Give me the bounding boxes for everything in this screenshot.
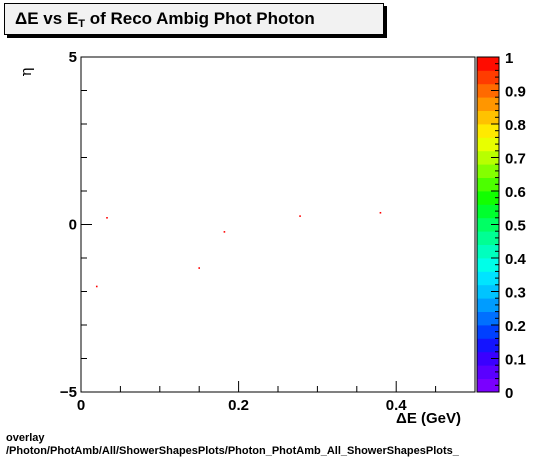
colorbar-segment — [477, 325, 499, 339]
colorbar-segment — [477, 164, 499, 178]
y-tick-label: −5 — [60, 384, 77, 401]
title-delta: Δ — [15, 9, 28, 28]
footer-text: overlay /Photon/PhotAmb/All/ShowerShapes… — [6, 432, 459, 458]
colorbar-label: 0.8 — [505, 117, 526, 134]
colorbar-segment — [477, 204, 499, 219]
colorbar-segment — [477, 83, 499, 98]
colorbar-label: 1 — [505, 50, 513, 67]
colorbar-segment — [477, 244, 499, 259]
colorbar-label: 0.2 — [505, 318, 526, 335]
colorbar-label: 0.3 — [505, 285, 526, 302]
colorbar-segment — [477, 378, 499, 393]
colorbar-segment — [477, 351, 499, 366]
colorbar-segment — [477, 231, 499, 245]
colorbar-label: 0.7 — [505, 151, 526, 168]
colorbar-segment — [477, 110, 499, 125]
colorbar-segment — [477, 97, 499, 111]
colorbar-segment — [477, 70, 499, 85]
colorbar-label: 0.9 — [505, 84, 526, 101]
footer-line-1: overlay — [6, 432, 45, 444]
colorbar-segment — [477, 217, 499, 232]
title-pre: E vs E — [27, 9, 79, 28]
colorbar-label: 0.5 — [505, 218, 526, 235]
footer-line-2: /Photon/PhotAmb/All/ShowerShapesPlots/Ph… — [6, 445, 459, 457]
colorbar-segment — [477, 271, 499, 286]
colorbar-segment — [477, 57, 499, 71]
colorbar-segment — [477, 311, 499, 326]
data-point — [379, 211, 382, 214]
colorbar-label: 0.1 — [505, 352, 526, 369]
colorbar-label: 0.6 — [505, 184, 526, 201]
colorbar-segment — [477, 124, 499, 138]
colorbar-segment — [477, 298, 499, 312]
x-tick-label: 0.4 — [386, 397, 408, 414]
title-sub: T — [78, 18, 85, 30]
colorbar-segment — [477, 338, 499, 353]
chart-title: ΔE vs ET of Reco Ambig Phot Photon — [4, 3, 384, 35]
colorbar-segment — [477, 284, 499, 299]
data-point — [106, 217, 108, 219]
y-tick-label: 5 — [69, 49, 77, 66]
plot-frame — [80, 56, 476, 393]
x-axis-label: ΔE (GeV) — [396, 410, 461, 427]
colorbar-segment — [477, 150, 499, 165]
y-tick-label: 0 — [69, 217, 77, 234]
colorbar-segment — [477, 137, 499, 152]
data-point — [223, 231, 226, 233]
y-axis-label: η — [17, 68, 35, 77]
x-tick-label: 0 — [77, 397, 85, 414]
colorbar-label: 0.4 — [505, 251, 527, 268]
x-tick-label: 0.2 — [228, 397, 249, 414]
colorbar-segment — [477, 191, 499, 205]
colorbar-segment — [477, 177, 499, 192]
data-point — [299, 215, 301, 217]
data-point — [198, 267, 200, 269]
title-post: of Reco Ambig Phot Photon — [85, 9, 315, 28]
colorbar-segment — [477, 258, 499, 272]
data-point — [95, 285, 98, 288]
colorbar-label: 0 — [505, 385, 513, 402]
colorbar-segment — [477, 365, 499, 379]
